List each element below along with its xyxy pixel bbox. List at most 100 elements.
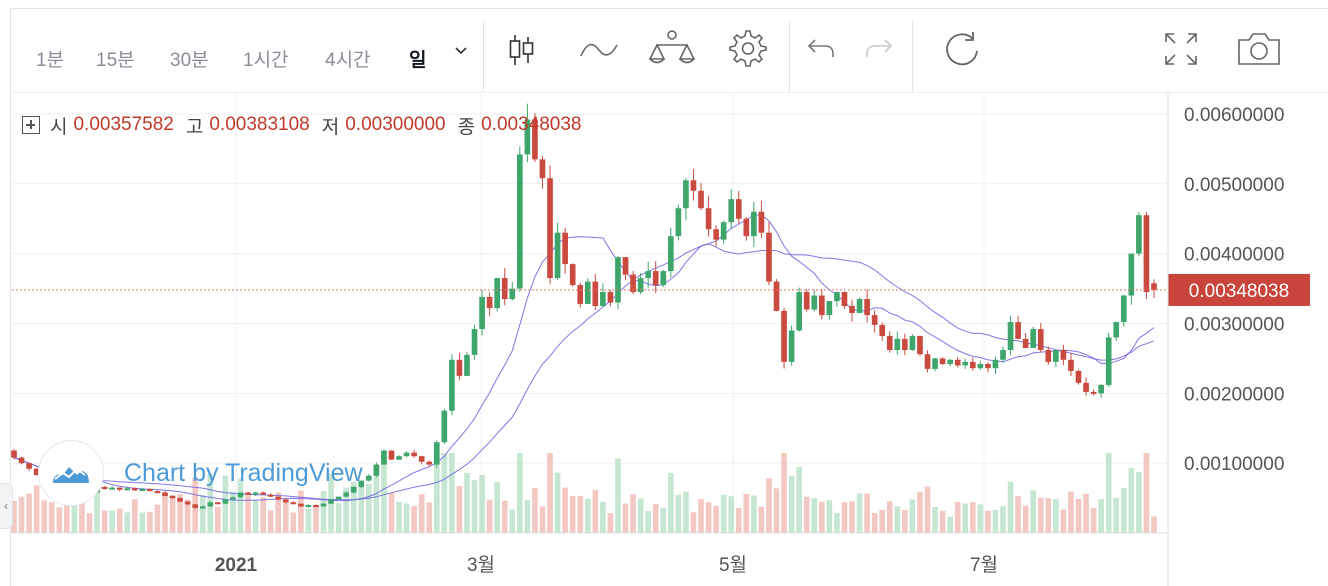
volume-bar	[1022, 505, 1029, 533]
refresh-icon[interactable]	[941, 29, 983, 71]
moving-average-line	[13, 243, 1155, 501]
x-tick-label: 5월	[719, 554, 747, 576]
candle	[343, 492, 350, 497]
resolution-1m[interactable]: 1분	[36, 50, 65, 71]
volume-bar	[33, 485, 40, 533]
volume-bar	[652, 503, 659, 533]
price-badge	[1168, 273, 1310, 306]
candle	[939, 358, 946, 364]
volume-bar	[79, 495, 85, 533]
candle	[886, 336, 893, 351]
volume-bar	[796, 466, 802, 533]
price-badge-text: 0.00348038	[1189, 281, 1289, 302]
candle	[864, 299, 870, 316]
candle	[154, 491, 161, 494]
low-value: 0.00300000	[345, 114, 446, 135]
volume-bar	[101, 510, 108, 533]
candle	[494, 278, 501, 309]
volume-bar	[1120, 487, 1127, 533]
candle	[116, 487, 123, 490]
volume-bar	[418, 494, 425, 533]
volume-bar	[1045, 498, 1052, 533]
candle	[577, 285, 584, 304]
candle	[1037, 329, 1044, 351]
volume-bar	[1128, 467, 1135, 533]
resolution-15m[interactable]: 15분	[96, 50, 135, 71]
candle	[562, 232, 568, 265]
volume-bar	[667, 472, 674, 533]
candle	[773, 281, 780, 311]
volume-bar	[909, 499, 916, 533]
volume-bar	[26, 493, 32, 533]
candle	[222, 499, 229, 504]
settings-icon[interactable]	[727, 28, 767, 68]
chevron-down-icon[interactable]	[453, 43, 469, 59]
candle	[245, 492, 251, 495]
candle	[622, 257, 629, 275]
volume-bar	[396, 501, 402, 533]
candle	[1098, 384, 1104, 394]
candle	[1083, 382, 1089, 392]
volume-bar	[124, 512, 131, 533]
volume-bar	[199, 495, 206, 533]
volume-bar	[494, 481, 501, 533]
volume-bar	[879, 509, 886, 533]
resolution-30m[interactable]: 30분	[170, 50, 209, 71]
volume-bar	[222, 475, 229, 533]
candle	[1007, 322, 1014, 351]
volume-bar	[162, 494, 168, 533]
candle	[177, 498, 183, 502]
candle	[524, 119, 531, 155]
candle	[456, 359, 463, 376]
candle	[539, 159, 546, 179]
volume-bar	[501, 500, 508, 533]
volume-bar	[433, 453, 440, 533]
volume-bar	[547, 453, 553, 533]
candle	[449, 359, 455, 411]
candle	[811, 295, 818, 310]
volume-bar	[788, 476, 795, 533]
volume-bar	[1151, 516, 1157, 533]
candle	[26, 463, 32, 469]
camera-icon[interactable]	[1236, 31, 1282, 67]
tradingview-watermark[interactable]: Chart by TradingView	[38, 440, 363, 506]
candle	[501, 278, 508, 300]
candle	[856, 299, 863, 313]
volume-bar	[1113, 497, 1120, 533]
candle	[788, 330, 795, 362]
fullscreen-icon[interactable]	[1163, 31, 1199, 67]
candle	[388, 450, 395, 460]
volume-bar	[622, 503, 629, 533]
indicators-icon[interactable]	[647, 29, 697, 67]
high-label: 고	[185, 116, 204, 138]
resolution-1d[interactable]: 일	[409, 50, 427, 71]
candle	[607, 292, 614, 303]
volume-bar	[985, 510, 991, 533]
last-price-line: 0.00348038	[12, 273, 1310, 306]
scroll-left-button[interactable]: ‹	[0, 483, 13, 529]
volume-bar	[486, 499, 493, 533]
candle	[600, 292, 606, 307]
resolution-1h[interactable]: 1시간	[243, 50, 289, 71]
watermark-text: Chart by TradingView	[124, 458, 363, 487]
volume-bar	[1136, 472, 1142, 533]
volume-bar	[1075, 498, 1082, 533]
x-tick-label: 2021	[215, 555, 258, 576]
volume-bar	[826, 500, 833, 533]
candle	[215, 502, 221, 505]
y-tick-label: 0.00100000	[1184, 454, 1284, 475]
candle	[464, 354, 470, 376]
candle	[139, 489, 146, 491]
toolbar-divider	[789, 21, 790, 93]
line-chart-icon[interactable]	[579, 39, 619, 61]
resolution-4h[interactable]: 4시간	[325, 50, 371, 71]
candle	[396, 456, 402, 460]
redo-icon[interactable]	[863, 37, 893, 61]
expand-legend-icon[interactable]	[22, 116, 40, 134]
undo-icon[interactable]	[807, 37, 837, 61]
volume-bar	[532, 488, 538, 533]
candles-icon[interactable]	[507, 33, 537, 67]
candle	[584, 281, 591, 304]
candle	[1053, 350, 1059, 362]
